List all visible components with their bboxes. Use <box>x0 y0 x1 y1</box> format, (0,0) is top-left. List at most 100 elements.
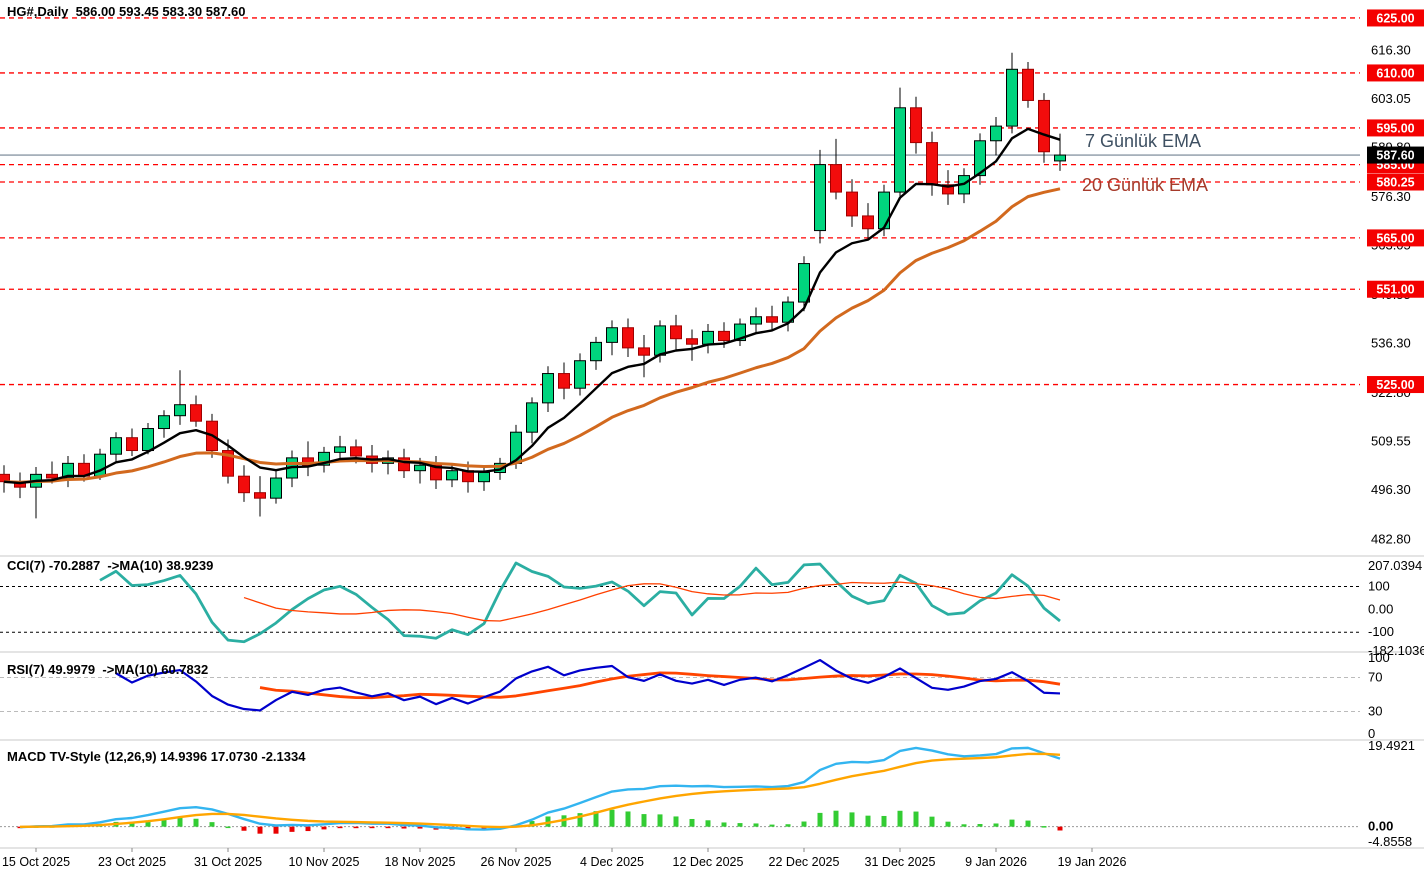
time-axis-label: 19 Jan 2026 <box>1058 855 1127 869</box>
macd-histogram-bar <box>977 824 983 827</box>
ema20-label: 20 Günlük EMA <box>1082 175 1209 195</box>
cci-axis-label: -100 <box>1368 624 1394 639</box>
bear-candle <box>398 457 410 472</box>
macd-histogram-bar <box>657 814 663 827</box>
time-axis-label: 26 Nov 2025 <box>481 855 552 869</box>
rsi-axis-label: 30 <box>1368 704 1382 719</box>
price-axis-tick: 576.30 <box>1371 189 1411 204</box>
time-axis-label: 31 Dec 2025 <box>865 855 936 869</box>
time-axis-label: 22 Dec 2025 <box>769 855 840 869</box>
macd-histogram-bar <box>129 821 135 827</box>
price-level-badge-text: 551.00 <box>1376 283 1414 297</box>
macd-axis-label: 19.4921 <box>1368 738 1415 753</box>
cci-panel-title: CCI(7) -70.2887 ->MA(10) 38.9239 <box>7 558 214 573</box>
macd-histogram-bar <box>769 824 775 827</box>
price-axis-tick: 482.80 <box>1371 532 1411 547</box>
macd-histogram-bar <box>337 826 343 829</box>
rsi-axis-label: 0 <box>1368 726 1375 741</box>
macd-histogram-bar <box>897 810 903 827</box>
bull-candle <box>142 428 154 452</box>
price-level-badge-text: 595.00 <box>1376 121 1414 135</box>
ema20-line <box>3 187 1061 484</box>
macd-histogram-bar <box>321 826 327 830</box>
macd-histogram-bar <box>881 815 887 827</box>
bull-candle <box>158 415 170 430</box>
macd-histogram-bar <box>817 812 823 827</box>
macd-axis-label: 0.00 <box>1368 819 1393 834</box>
macd-histogram-bar <box>849 812 855 827</box>
bull-candle <box>990 125 1002 142</box>
macd-histogram-bar <box>305 826 311 832</box>
macd-histogram-bar <box>353 826 359 829</box>
price-level-badge <box>1367 9 1424 27</box>
ema7-label: 7 Günlük EMA <box>1085 131 1202 151</box>
macd-histogram-bar <box>929 816 935 827</box>
time-axis-label: 15 Oct 2025 <box>2 855 70 869</box>
bull-candle <box>1006 68 1018 127</box>
price-level-badge-text: 565.00 <box>1376 231 1414 245</box>
macd-histogram-bar <box>673 816 679 827</box>
bull-candle <box>174 404 186 417</box>
macd-histogram-bar <box>385 826 391 829</box>
bull-candle <box>894 107 906 193</box>
macd-panel-title: MACD TV-Style (12,26,9) 14.9396 17.0730 … <box>7 749 306 764</box>
macd-histogram-bar <box>625 811 631 827</box>
bear-candle <box>238 475 250 494</box>
time-axis-label: 10 Nov 2025 <box>289 855 360 869</box>
price-level-badge-text: 525.00 <box>1376 378 1414 392</box>
price-axis-tick: 603.05 <box>1371 91 1411 106</box>
bear-candle <box>926 142 938 186</box>
bull-candle <box>110 437 122 455</box>
macd-histogram-bar <box>865 815 871 827</box>
price-level-badge <box>1367 280 1424 298</box>
cci-ma-line <box>243 581 1061 622</box>
macd-histogram-bar <box>801 821 807 827</box>
macd-histogram-bar <box>161 819 167 827</box>
bear-candle <box>222 450 234 477</box>
macd-histogram-bar <box>369 826 375 829</box>
price-level-badge <box>1367 376 1424 394</box>
bull-candle <box>494 462 506 474</box>
price-level-badge <box>1367 119 1424 137</box>
bear-candle <box>862 215 874 230</box>
bull-candle <box>750 316 762 325</box>
bull-candle <box>478 472 490 483</box>
macd-histogram-bar <box>209 822 215 827</box>
current-price-badge-text: 587.60 <box>1376 149 1414 163</box>
macd-histogram-bar <box>145 820 151 827</box>
bear-candle <box>718 330 730 342</box>
price-axis-tick: 509.55 <box>1371 434 1411 449</box>
macd-histogram-bar <box>1009 819 1015 827</box>
rsi-axis-label: 70 <box>1368 670 1382 685</box>
bull-candle <box>446 470 458 481</box>
bull-candle <box>590 341 602 362</box>
bull-candle <box>318 451 330 466</box>
price-level-badge-text: 580.25 <box>1376 176 1414 190</box>
macd-histogram-bar <box>577 813 583 827</box>
time-axis-label: 31 Oct 2025 <box>194 855 262 869</box>
bull-candle <box>606 327 618 343</box>
bull-candle <box>798 263 810 303</box>
bear-candle <box>302 457 314 466</box>
time-axis-label: 9 Jan 2026 <box>965 855 1027 869</box>
macd-histogram-bar <box>257 826 263 834</box>
price-level-badge-text: 625.00 <box>1376 11 1414 25</box>
bull-candle <box>270 477 282 499</box>
time-axis-label: 4 Dec 2025 <box>580 855 644 869</box>
bull-candle <box>574 360 586 389</box>
macd-histogram-bar <box>689 818 695 827</box>
bear-candle <box>350 446 362 457</box>
macd-histogram-bar <box>177 817 183 827</box>
macd-histogram-bar <box>1041 826 1047 828</box>
macd-histogram-bar <box>961 824 967 827</box>
macd-histogram-bar <box>609 809 615 827</box>
macd-histogram-bar <box>273 826 279 834</box>
cci-axis-label: 0.00 <box>1368 601 1393 616</box>
bull-candle <box>654 325 666 356</box>
symbol-ohlc-title: HG#,Daily 586.00 593.45 583.30 587.60 <box>7 4 246 19</box>
bull-candle <box>414 464 426 472</box>
macd-histogram-bar <box>705 820 711 827</box>
price-axis-tick: 536.30 <box>1371 336 1411 351</box>
